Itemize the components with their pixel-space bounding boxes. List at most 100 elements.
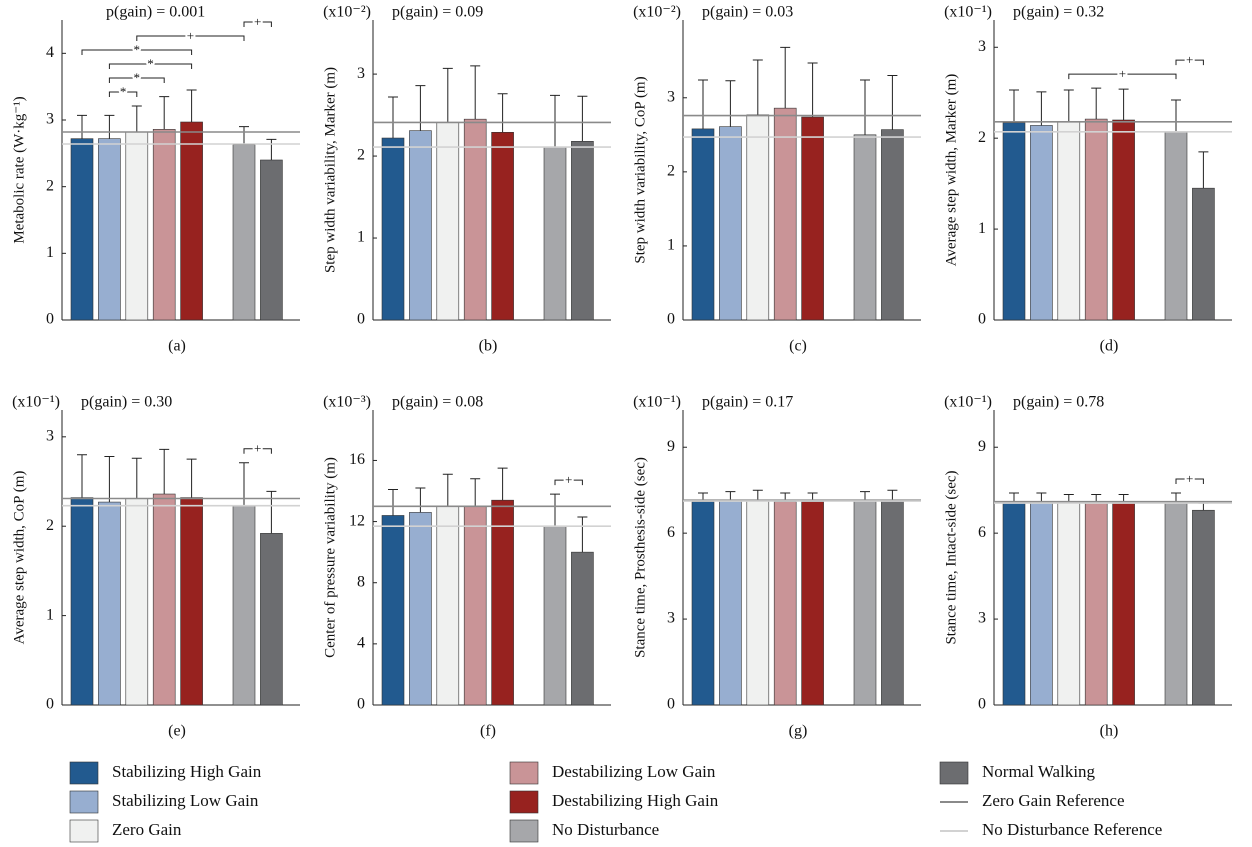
significance-bracket xyxy=(1175,478,1204,485)
y-tick-label: 2 xyxy=(46,177,54,194)
error-bar xyxy=(497,467,508,501)
y-tick-label: 3 xyxy=(357,65,365,82)
y-tick-label: 3 xyxy=(46,427,54,444)
y-tick-label: 2 xyxy=(978,129,986,146)
error-bar xyxy=(104,455,115,503)
bar xyxy=(719,126,742,321)
y-tick-label: 1 xyxy=(357,229,365,246)
error-bar xyxy=(752,489,763,501)
bar xyxy=(125,498,149,706)
significance-bracket xyxy=(1068,73,1177,80)
chart-title: p(gain) = 0.08 xyxy=(392,394,483,411)
bar xyxy=(381,515,405,706)
error-bar xyxy=(1009,492,1019,502)
significance-label: + xyxy=(565,472,572,487)
significance-bracket xyxy=(136,35,245,41)
bar xyxy=(1002,501,1026,706)
y-tick-label: 8 xyxy=(357,573,365,590)
y-tick-label: 3 xyxy=(667,88,675,105)
error-bar xyxy=(1171,492,1181,502)
error-bar xyxy=(577,516,588,553)
y-tick-label: 1 xyxy=(667,237,675,254)
y-tick-label: 1 xyxy=(46,606,54,623)
error-bar xyxy=(577,95,588,142)
error-bar xyxy=(698,79,708,129)
significance-label: + xyxy=(1186,52,1193,67)
bar xyxy=(436,505,460,706)
y-tick-label: 0 xyxy=(667,696,675,713)
y-tick-label: 0 xyxy=(357,696,365,713)
legend-label: Zero Gain Reference xyxy=(982,791,1125,810)
error-bar xyxy=(104,114,115,139)
significance-label: + xyxy=(254,14,261,29)
significance-label: + xyxy=(254,441,261,456)
error-bar xyxy=(752,59,763,115)
panel-label: (b) xyxy=(479,338,498,355)
y-tick-label: 9 xyxy=(978,438,986,455)
error-bar xyxy=(186,458,197,498)
bar xyxy=(381,137,405,321)
bar xyxy=(1112,502,1135,706)
bar xyxy=(232,505,256,706)
legend-label: Destabilizing High Gain xyxy=(552,791,719,810)
bar xyxy=(543,146,567,321)
error-bar xyxy=(807,62,818,118)
error-bar xyxy=(159,96,170,130)
legend-swatch xyxy=(69,790,99,814)
significance-bracket xyxy=(243,21,272,27)
significance-label: * xyxy=(120,84,127,99)
legend-swatch xyxy=(69,819,99,843)
y-axis-label: Step width variability, CoP (m) xyxy=(632,76,648,263)
error-bar xyxy=(266,138,277,160)
y-tick-label: 4 xyxy=(357,635,365,652)
multiplier: (x10⁻¹) xyxy=(633,394,681,411)
error-bar xyxy=(131,457,142,499)
error-bar xyxy=(1198,502,1209,511)
error-bar xyxy=(442,67,453,123)
legend-swatch xyxy=(509,761,539,785)
legend-swatch xyxy=(509,790,539,814)
chart-title: p(gain) = 0.32 xyxy=(1013,4,1104,21)
significance-bracket xyxy=(108,77,165,83)
multiplier: (x10⁻²) xyxy=(323,4,371,21)
significance-bracket xyxy=(243,448,272,454)
y-axis-label: Stance time, Prosthesis-side (sec) xyxy=(632,457,648,658)
error-bar xyxy=(266,490,277,534)
bar xyxy=(853,134,877,321)
error-bar xyxy=(725,80,736,127)
bar xyxy=(70,138,94,321)
significance-bracket xyxy=(1175,59,1204,66)
y-tick-label: 9 xyxy=(667,438,675,455)
error-bar xyxy=(780,46,791,109)
bar xyxy=(1164,131,1188,321)
bar xyxy=(801,116,824,321)
significance-label: + xyxy=(1186,471,1193,486)
bar xyxy=(260,533,283,706)
multiplier: (x10⁻³) xyxy=(323,394,371,411)
y-tick-label: 3 xyxy=(978,38,986,55)
chart-title: p(gain) = 0.09 xyxy=(392,4,483,21)
y-tick-label: 0 xyxy=(46,311,54,328)
bar xyxy=(746,499,770,706)
y-tick-label: 1 xyxy=(978,220,986,237)
bar xyxy=(1192,187,1215,321)
error-bar xyxy=(442,473,453,507)
chart-title: p(gain) = 0.78 xyxy=(1013,394,1104,411)
y-tick-label: 4 xyxy=(46,44,54,61)
legend-label: Stabilizing High Gain xyxy=(112,762,262,781)
error-bar xyxy=(1091,87,1102,120)
error-bar xyxy=(1036,492,1047,502)
error-bar xyxy=(159,448,170,495)
error-bar xyxy=(415,487,426,513)
bar xyxy=(1084,502,1108,706)
legend-swatch xyxy=(939,761,969,785)
error-bar xyxy=(1171,99,1181,132)
bar xyxy=(70,497,94,706)
error-bar xyxy=(388,96,398,139)
bar xyxy=(881,499,904,706)
error-bar xyxy=(77,114,87,139)
chart-title: p(gain) = 0.001 xyxy=(106,4,205,21)
bar xyxy=(691,128,715,321)
error-bar xyxy=(239,126,249,145)
bar xyxy=(491,499,514,706)
